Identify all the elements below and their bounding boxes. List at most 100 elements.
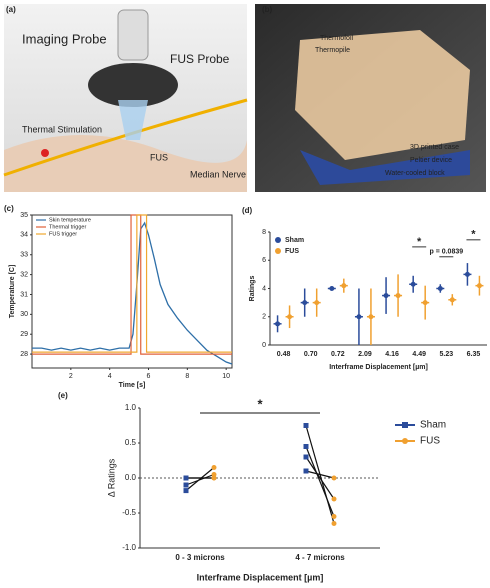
legend-label: Skin temperature <box>49 217 91 223</box>
point <box>331 514 337 519</box>
y-tick-label: 6 <box>262 257 266 264</box>
x-tick-label: 8 <box>185 373 189 380</box>
x-tick-label: 0 - 3 microns <box>175 553 225 562</box>
fus-probe <box>88 63 178 107</box>
legend-label: Sham <box>420 420 446 431</box>
legend-swatch <box>275 237 281 243</box>
mean-dot <box>275 321 281 327</box>
case <box>295 30 470 160</box>
mean-dot <box>410 281 416 287</box>
x-tick-label: 2 <box>69 373 73 380</box>
annotation: * <box>257 396 263 411</box>
x-tick-label: 0.48 <box>277 351 291 358</box>
x-axis-label: Time [s] <box>119 382 146 389</box>
panel-label: (a) <box>6 5 16 14</box>
mean-dot <box>422 300 428 306</box>
y-tick-label: 4 <box>262 285 266 292</box>
panel-label: (d) <box>242 206 253 215</box>
series-line <box>32 214 232 353</box>
y-tick-label: 30 <box>20 311 28 318</box>
x-tick-label: 0.72 <box>331 351 345 358</box>
photo-label: 3D printed case <box>410 144 459 151</box>
photo-b <box>255 4 486 192</box>
thermal-spot <box>41 149 49 157</box>
point <box>211 475 217 481</box>
photo-label: FUS Probe <box>170 52 230 66</box>
x-tick-label: 5.23 <box>440 351 454 358</box>
pair-line <box>305 446 335 517</box>
legend-label: FUS <box>285 248 299 255</box>
x-tick-label: 4 <box>108 373 112 380</box>
point <box>331 496 337 502</box>
y-tick-label: 8 <box>262 229 266 236</box>
y-tick-label: -0.5 <box>122 508 136 517</box>
photo-label: Water-cooled block <box>385 170 445 177</box>
legend-marker <box>402 438 408 444</box>
point <box>303 454 309 460</box>
y-tick-label: -1.0 <box>122 543 136 552</box>
point <box>331 475 337 481</box>
y-tick-label: 34 <box>20 232 28 239</box>
pair-line <box>185 473 215 486</box>
x-tick-label: 4 - 7 microns <box>295 553 345 562</box>
mean-dot <box>341 283 347 289</box>
block <box>300 150 470 185</box>
legend-label: Sham <box>285 237 304 244</box>
mean-dot <box>302 300 308 306</box>
x-axis-label: Interframe Displacement [µm] <box>197 572 324 582</box>
annotation: * <box>417 236 422 248</box>
pair-line <box>305 470 335 479</box>
mean-dot <box>356 314 362 320</box>
mean-dot <box>383 293 389 299</box>
y-tick-label: 28 <box>20 351 28 358</box>
y-tick-label: 29 <box>20 331 28 338</box>
photo-label: Thermopile <box>315 47 350 54</box>
mean-dot <box>449 297 455 303</box>
legend-marker <box>402 422 408 428</box>
arm <box>4 135 247 192</box>
panel-label: (e) <box>58 391 68 400</box>
photo-label: Imaging Probe <box>22 31 107 46</box>
y-axis-label: Δ Ratings <box>106 458 116 497</box>
y-axis-label: Temperature [C] <box>9 265 16 319</box>
point <box>303 468 309 474</box>
photo-label: Median Nerve <box>190 169 246 179</box>
x-tick-label: 6 <box>147 373 151 380</box>
pair-line <box>185 467 215 492</box>
panel-label: (c) <box>4 204 14 213</box>
point <box>183 488 189 494</box>
y-tick-label: 2 <box>262 314 266 321</box>
legend-label: Thermal trigger <box>49 224 86 230</box>
annotation: p = 0.0839 <box>429 249 463 256</box>
y-tick-label: 0.0 <box>125 473 137 482</box>
legend-label: FUS trigger <box>49 231 77 237</box>
photo-label: Thermofoil <box>320 35 354 42</box>
mean-dot <box>287 314 293 320</box>
series-line <box>32 221 233 365</box>
y-axis-label: Ratings <box>249 276 256 302</box>
mean-dot <box>314 300 320 306</box>
y-tick-label: 35 <box>20 212 28 219</box>
annotation: * <box>471 229 476 241</box>
legend-label: FUS <box>420 436 440 447</box>
mean-dot <box>395 293 401 299</box>
imaging-probe <box>117 9 149 61</box>
mean-dot <box>476 283 482 289</box>
x-axis-label: Interframe Displacement [µm] <box>329 364 428 371</box>
x-tick-label: 4.16 <box>385 351 399 358</box>
x-tick-label: 0.70 <box>304 351 318 358</box>
mean-dot <box>437 286 443 291</box>
photo-a <box>3 4 248 192</box>
point <box>331 521 337 526</box>
y-tick-label: 31 <box>20 291 28 298</box>
y-tick-label: 0 <box>262 342 266 349</box>
nerve <box>3 98 248 177</box>
mean-dot <box>329 286 335 291</box>
x-tick-label: 2.09 <box>358 351 372 358</box>
photo-label: Peltier device <box>410 157 452 164</box>
point <box>303 423 309 428</box>
series-line <box>32 214 232 355</box>
point <box>183 475 189 481</box>
point <box>211 465 217 470</box>
y-tick-label: 1.0 <box>125 403 137 412</box>
